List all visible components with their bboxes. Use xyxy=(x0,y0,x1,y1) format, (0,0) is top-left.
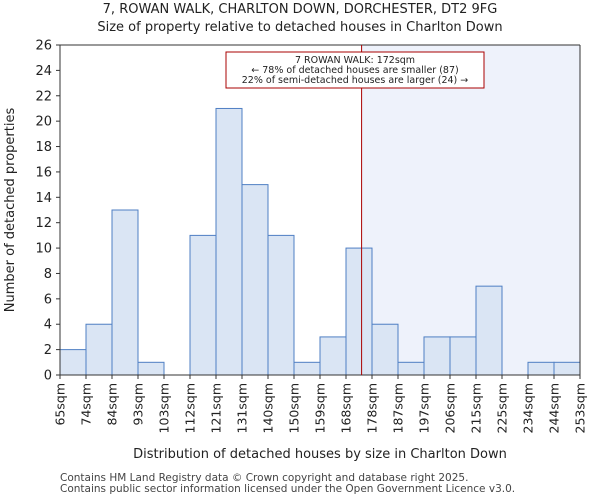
y-tick-label: 4 xyxy=(44,318,52,333)
x-tick-label: 74sqm xyxy=(79,383,94,426)
x-tick-label: 84sqm xyxy=(105,383,120,426)
chart-title: 7, ROWAN WALK, CHARLTON DOWN, DORCHESTER… xyxy=(102,2,498,17)
y-tick-label: 10 xyxy=(35,242,52,257)
histogram-bar xyxy=(241,184,269,376)
annotation-line-3: 22% of semi-detached houses are larger (… xyxy=(242,75,469,86)
histogram-bar xyxy=(423,336,451,376)
y-tick-label: 12 xyxy=(35,216,52,231)
x-tick-label: 103sqm xyxy=(157,383,172,433)
histogram-bar xyxy=(397,361,425,376)
x-axis-label: Distribution of detached houses by size … xyxy=(133,447,507,462)
x-tick-label: 206sqm xyxy=(443,383,458,433)
x-tick-label: 197sqm xyxy=(417,383,432,433)
x-tick-label: 244sqm xyxy=(547,383,562,433)
histogram-bar xyxy=(293,361,321,376)
y-tick-label: 16 xyxy=(35,165,52,180)
histogram-bar xyxy=(553,361,581,376)
histogram-bar xyxy=(267,234,295,376)
y-tick-label: 18 xyxy=(35,140,52,155)
x-tick-label: 93sqm xyxy=(131,383,146,426)
annotation-line-1: 7 ROWAN WALK: 172sqm xyxy=(295,55,415,66)
histogram-bar xyxy=(137,361,165,376)
histogram-bar xyxy=(111,209,139,376)
histogram-bar xyxy=(527,361,555,376)
x-tick-label: 178sqm xyxy=(365,383,380,433)
histogram-bar xyxy=(189,234,217,376)
y-tick-label: 26 xyxy=(35,39,52,54)
x-tick-label: 215sqm xyxy=(469,383,484,433)
y-tick-label: 0 xyxy=(44,369,52,384)
y-tick-label: 22 xyxy=(35,89,52,104)
histogram-bar xyxy=(371,323,399,376)
x-tick-label: 140sqm xyxy=(261,383,276,433)
chart-subtitle: Size of property relative to detached ho… xyxy=(97,20,503,35)
footer-licence: Contains public sector information licen… xyxy=(60,483,516,495)
y-tick-label: 6 xyxy=(44,292,52,307)
x-tick-label: 234sqm xyxy=(521,383,536,433)
annotation-line-2: ← 78% of detached houses are smaller (87… xyxy=(251,65,458,76)
annotation-box: 7 ROWAN WALK: 172sqm ← 78% of detached h… xyxy=(225,51,485,89)
y-axis-label: Number of detached properties xyxy=(3,108,18,313)
y-tick-label: 8 xyxy=(44,267,52,282)
x-tick-label: 187sqm xyxy=(391,383,406,433)
x-tick-label: 112sqm xyxy=(183,383,198,433)
x-tick-label: 131sqm xyxy=(235,383,250,433)
y-tick-label: 14 xyxy=(35,191,52,206)
x-tick-label: 159sqm xyxy=(313,383,328,433)
histogram-bar xyxy=(59,349,87,376)
y-tick-label: 2 xyxy=(44,343,52,358)
histogram-bar xyxy=(319,336,347,376)
x-tick-label: 168sqm xyxy=(339,383,354,433)
x-tick-label: 150sqm xyxy=(287,383,302,433)
x-tick-label: 65sqm xyxy=(53,383,68,426)
histogram-bar xyxy=(475,285,503,376)
y-tick-label: 24 xyxy=(35,64,52,79)
histogram-bar xyxy=(215,107,243,376)
larger-region-shade xyxy=(361,45,580,375)
x-tick-label: 121sqm xyxy=(209,383,224,433)
x-tick-label: 225sqm xyxy=(495,383,510,433)
histogram-bar xyxy=(345,247,373,376)
histogram-bar xyxy=(85,323,113,376)
y-tick-label: 20 xyxy=(35,115,52,130)
footer-copyright: Contains HM Land Registry data © Crown c… xyxy=(60,472,469,484)
x-tick-label: 253sqm xyxy=(573,383,588,433)
histogram-bar xyxy=(449,336,477,376)
